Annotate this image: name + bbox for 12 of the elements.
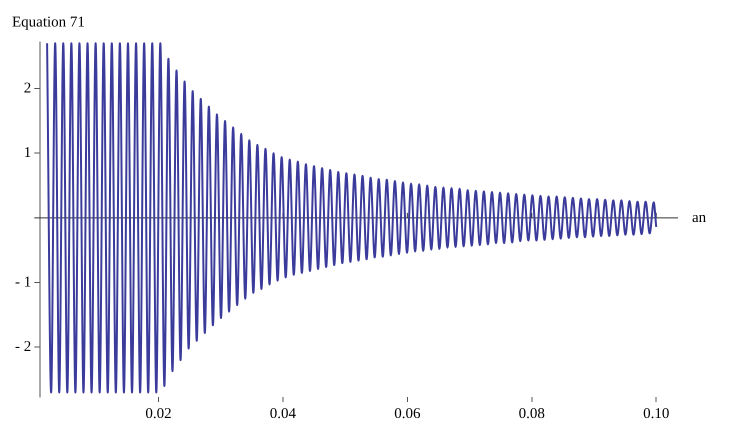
x-tick-label: 0.08 [518, 406, 545, 422]
x-tick-label: 0.02 [145, 406, 172, 422]
line-series [46, 42, 658, 394]
x-tick-label: 0.04 [270, 406, 297, 422]
y-tick-label: 1 [24, 145, 32, 162]
x-tick-label: 0.10 [643, 406, 670, 422]
y-tick-label: - 2 [14, 339, 32, 356]
y-tick-label: - 1 [14, 274, 32, 290]
x-axis-title: an [692, 210, 707, 226]
y-tick-label: 2 [24, 80, 32, 96]
x-tick-label: 0.06 [394, 406, 421, 422]
y-axis-title: Equation 71 [12, 14, 85, 30]
